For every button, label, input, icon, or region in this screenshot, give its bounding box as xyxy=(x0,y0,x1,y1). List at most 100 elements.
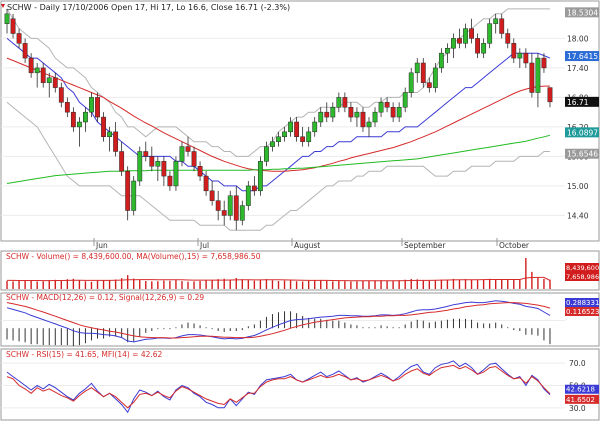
candle-body xyxy=(155,161,161,167)
volume-bar xyxy=(344,281,346,289)
rsi-line xyxy=(6,360,551,414)
candle-body xyxy=(294,121,300,137)
candle-body xyxy=(179,146,185,162)
volume-bar xyxy=(181,281,183,289)
candle-body xyxy=(348,107,354,118)
volume-bar xyxy=(482,279,485,289)
candle-body xyxy=(402,92,408,108)
volume-bar xyxy=(78,280,81,289)
rsi-value-flag-text: 41.6502 xyxy=(566,396,595,404)
candle-body xyxy=(143,151,149,157)
candle-body xyxy=(245,185,251,206)
bollinger-lower-line xyxy=(6,101,550,231)
candle-body xyxy=(76,121,82,128)
candle-body xyxy=(34,67,40,74)
volume-bar xyxy=(549,279,551,289)
volume-bar xyxy=(193,281,195,289)
volume-bar xyxy=(320,279,322,289)
candle-body xyxy=(511,43,517,59)
volume-bar xyxy=(392,281,394,289)
volume-bar xyxy=(283,280,286,289)
macd-panel-label: SCHW - MACD(12,26) = 0.12, Signal(12,26,… xyxy=(6,293,204,302)
volume-bars xyxy=(6,258,551,289)
candle-body xyxy=(354,111,360,118)
volume-bar xyxy=(139,280,141,289)
candle-body xyxy=(22,43,28,59)
volume-bar xyxy=(386,280,388,289)
candle-body xyxy=(40,67,46,83)
candle-body xyxy=(276,136,281,142)
volume-bar xyxy=(464,279,467,289)
volume-bar xyxy=(133,278,135,289)
candle-body xyxy=(251,185,257,192)
candle-body xyxy=(300,136,306,142)
candle-body xyxy=(342,97,348,108)
candle-body xyxy=(83,111,88,123)
volume-bar xyxy=(501,279,503,289)
volume-bar xyxy=(404,279,406,289)
volume-bar xyxy=(247,280,250,289)
volume-bar xyxy=(277,281,280,289)
candle-body xyxy=(185,146,191,152)
candle-body xyxy=(438,52,444,69)
candle-body xyxy=(493,18,499,24)
volume-bar xyxy=(259,279,262,289)
candle-body xyxy=(330,107,336,118)
volume-bar xyxy=(120,278,123,289)
price-value-flag-text: 18.5304 xyxy=(567,8,598,17)
volume-value-flag xyxy=(565,272,599,281)
candle-body xyxy=(203,175,209,192)
volume-bar xyxy=(398,280,400,289)
volume-bar xyxy=(289,280,292,289)
month-label: September xyxy=(404,241,446,250)
candle-body xyxy=(221,210,227,216)
candle-body xyxy=(529,62,535,93)
candle-body xyxy=(264,146,269,162)
candle-body xyxy=(499,18,505,34)
volume-bar xyxy=(42,281,44,289)
candle-body xyxy=(131,180,137,211)
volume-bar xyxy=(223,278,225,289)
volume-bar xyxy=(48,280,50,289)
volume-bar xyxy=(374,280,376,289)
signal-line xyxy=(6,302,551,339)
rsi-gridlines xyxy=(1,362,565,409)
candle-body xyxy=(209,190,215,201)
volume-bar xyxy=(265,279,268,289)
volume-bar xyxy=(157,281,159,289)
volume-bar xyxy=(458,279,461,289)
volume-bar xyxy=(295,281,298,289)
candle-body xyxy=(366,121,372,128)
volume-bar xyxy=(6,281,8,289)
candle-body xyxy=(360,111,366,128)
volume-bar xyxy=(513,279,515,289)
month-label: October xyxy=(499,241,530,250)
price-y-tick-label: 14.40 xyxy=(567,211,589,220)
macd-value-flag xyxy=(565,307,599,316)
candle-body xyxy=(481,43,487,54)
volume-bar xyxy=(434,280,437,289)
volume-bar xyxy=(446,279,449,289)
volume-value-flag-text: 7,658,986 xyxy=(566,273,599,281)
candle-body xyxy=(10,18,16,34)
volume-bar xyxy=(12,281,14,289)
volume-bar xyxy=(519,279,521,289)
candle-body xyxy=(125,170,131,211)
volume-bar xyxy=(368,281,370,289)
volume-bar xyxy=(211,279,213,289)
price-value-flags: 18.5304 17.6415 16.71 16.0897 15.6546 xyxy=(565,7,599,159)
rsi-y-tick-label: 30.0 xyxy=(569,404,586,413)
price-panel-frame xyxy=(0,0,600,242)
volume-value-flag xyxy=(565,263,599,272)
candle-body xyxy=(396,107,402,118)
candle-body xyxy=(58,87,64,103)
candle-body xyxy=(239,205,245,221)
volume-bar xyxy=(356,281,358,289)
volume-bar xyxy=(350,281,352,289)
volume-bar xyxy=(72,278,75,289)
macd-value-flag-text: 0.288331 xyxy=(566,299,599,307)
candle-body xyxy=(70,111,76,128)
